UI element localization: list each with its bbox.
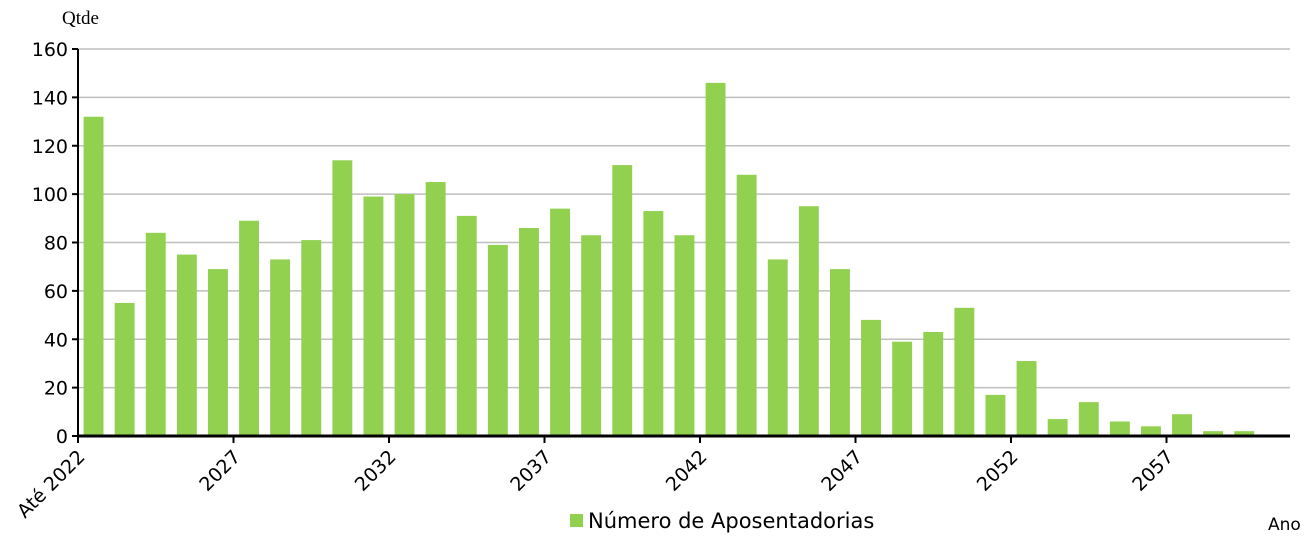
y-tick-label: 100: [32, 184, 68, 206]
bar: [1109, 421, 1130, 436]
bar: [1016, 361, 1037, 436]
x-axis-title: Ano: [1268, 515, 1301, 535]
x-tick-label: 2042: [662, 446, 712, 496]
x-tick-label: 2057: [1128, 446, 1178, 496]
x-tick-label: 2047: [817, 446, 867, 496]
legend-swatch: [570, 514, 583, 527]
bar: [301, 240, 322, 436]
x-tick-label: Até 2022: [13, 446, 90, 523]
x-tick-label: 2027: [195, 446, 245, 496]
bar: [798, 206, 819, 436]
bar: [612, 165, 633, 436]
y-tick-label: 0: [56, 426, 68, 448]
bar: [736, 174, 757, 436]
y-tick-label: 140: [32, 87, 68, 109]
y-tick-label: 20: [44, 378, 68, 400]
y-tick-label: 80: [44, 233, 68, 255]
y-tick-label: 160: [32, 39, 68, 61]
bar: [892, 341, 913, 436]
bar: [985, 394, 1006, 436]
bar: [1172, 414, 1193, 436]
bar: [394, 194, 415, 436]
bar: [83, 116, 104, 436]
bar: [176, 254, 197, 436]
y-tick-label: 60: [44, 281, 68, 303]
bar: [1234, 431, 1255, 436]
bar: [145, 232, 166, 436]
bar: [581, 235, 602, 436]
y-tick-label: 120: [32, 136, 68, 158]
bar: [861, 319, 882, 436]
bar: [1078, 402, 1099, 436]
bar: [643, 211, 664, 436]
bar: [270, 259, 291, 436]
bar: [114, 302, 135, 436]
bar: [829, 269, 850, 436]
bar: [1047, 419, 1068, 436]
x-tick-label: 2052: [973, 446, 1023, 496]
x-tick-label: 2032: [351, 446, 401, 496]
bar: [767, 259, 788, 436]
bar: [487, 244, 508, 436]
bar: [705, 82, 726, 437]
legend-label: Número de Aposentadorias: [588, 509, 874, 533]
y-tick-label: 40: [44, 329, 68, 351]
bar: [239, 220, 260, 436]
bar: [674, 235, 695, 436]
bar: [207, 269, 228, 436]
bar: [923, 331, 944, 436]
x-tick-label: 2037: [506, 446, 556, 496]
bar: [363, 196, 384, 436]
bar: [332, 160, 353, 436]
bar: [425, 182, 446, 436]
y-axis-title: Qtde: [62, 8, 99, 29]
bar: [550, 208, 571, 436]
bar: [1140, 426, 1161, 436]
bar: [1203, 431, 1224, 436]
bar: [456, 215, 477, 436]
bar: [518, 227, 539, 436]
bar: [954, 307, 975, 436]
